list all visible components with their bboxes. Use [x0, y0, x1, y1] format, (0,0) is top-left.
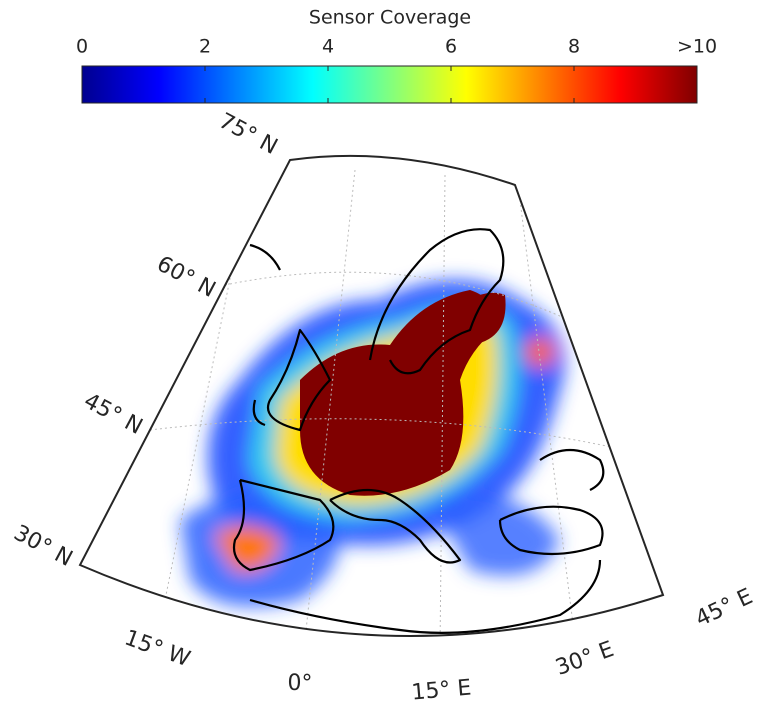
lon-label: 0°: [288, 671, 313, 696]
lon-label: 45° E: [692, 584, 757, 632]
colorbar-tick-label: 4: [322, 36, 334, 58]
coastlines: [232, 228, 605, 634]
lat-label: 45° N: [80, 389, 147, 440]
lat-label: 75° N: [215, 109, 282, 160]
lat-label: 30° N: [10, 521, 77, 572]
lon-label: 15° W: [121, 626, 193, 673]
colorbar-tick-label: 6: [445, 36, 457, 58]
lon-label: 15° E: [411, 675, 473, 705]
map-frame: [78, 154, 665, 638]
colorbar-title: Sensor Coverage: [309, 7, 471, 29]
colorbar-tick-label: 0: [76, 36, 88, 58]
map-area: [149, 169, 626, 637]
lat-label: 60° N: [153, 252, 220, 303]
colorbar-tick-label: 2: [199, 36, 211, 58]
colorbar-tick-label: 8: [568, 36, 580, 58]
colorbar-tick-label: >10: [677, 36, 717, 58]
lon-label: 30° E: [552, 637, 617, 681]
colorbar: [81, 65, 698, 104]
